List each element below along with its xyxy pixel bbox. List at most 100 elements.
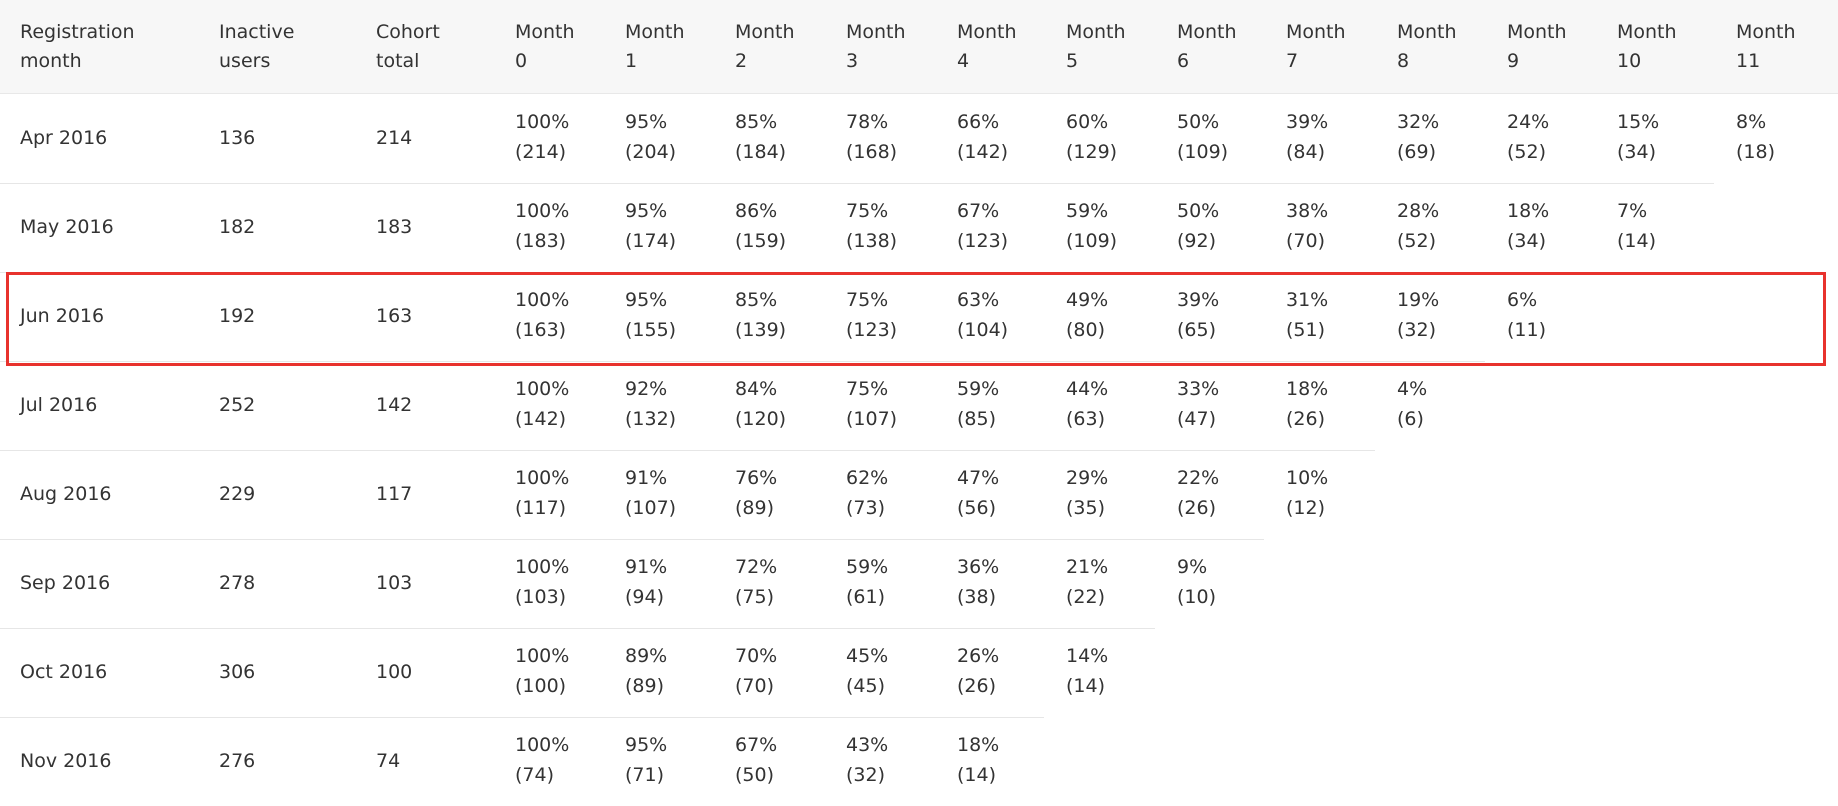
retained-count: (14) (957, 764, 997, 786)
cohort-total: 214 (376, 127, 413, 149)
retained-count: (142) (515, 408, 567, 430)
retained-count: (10) (1177, 586, 1217, 608)
retention-percent: 95% (625, 111, 668, 133)
retention-percent: 15% (1617, 111, 1660, 133)
retained-count: (34) (1507, 230, 1547, 252)
retained-count: (204) (625, 141, 677, 163)
retained-count: (123) (957, 230, 1009, 252)
retention-percent: 32% (1397, 111, 1440, 133)
retained-count: (65) (1177, 319, 1217, 341)
column-header: Month 4 (957, 21, 1017, 72)
column-header: Cohort total (376, 21, 440, 72)
cohort-total: 142 (376, 394, 413, 416)
retained-count: (70) (1286, 230, 1326, 252)
retained-count: (107) (625, 497, 677, 519)
inactive-users: 182 (219, 216, 256, 238)
retained-count: (109) (1177, 141, 1229, 163)
row-divider (0, 450, 1375, 451)
retention-percent: 36% (957, 556, 1000, 578)
row-divider (0, 361, 1485, 362)
retained-count: (159) (735, 230, 787, 252)
retention-percent: 59% (846, 556, 889, 578)
retained-count: (168) (846, 141, 898, 163)
retention-percent: 67% (735, 734, 778, 756)
column-header: Month 9 (1507, 21, 1567, 72)
retained-count: (155) (625, 319, 677, 341)
retained-count: (85) (957, 408, 997, 430)
retained-count: (109) (1066, 230, 1118, 252)
registration-month: Jul 2016 (20, 394, 98, 416)
column-header: Registration month (20, 21, 135, 72)
retention-percent: 100% (515, 467, 570, 489)
retained-count: (132) (625, 408, 677, 430)
retention-percent: 63% (957, 289, 1000, 311)
retention-percent: 39% (1286, 111, 1329, 133)
retention-percent: 72% (735, 556, 778, 578)
retained-count: (100) (515, 675, 567, 697)
column-header: Month 8 (1397, 21, 1457, 72)
retained-count: (6) (1397, 408, 1424, 430)
row-divider (0, 717, 1044, 718)
retained-count: (84) (1286, 141, 1326, 163)
column-header: Month 5 (1066, 21, 1126, 72)
cohort-total: 183 (376, 216, 413, 238)
retained-count: (32) (846, 764, 886, 786)
retention-percent: 100% (515, 378, 570, 400)
retention-percent: 22% (1177, 467, 1220, 489)
retention-percent: 44% (1066, 378, 1109, 400)
retained-count: (50) (735, 764, 775, 786)
retention-percent: 100% (515, 200, 570, 222)
retention-percent: 85% (735, 111, 778, 133)
retention-percent: 91% (625, 467, 668, 489)
retained-count: (47) (1177, 408, 1217, 430)
retention-percent: 100% (515, 111, 570, 133)
retention-percent: 21% (1066, 556, 1109, 578)
retained-count: (104) (957, 319, 1009, 341)
retention-percent: 75% (846, 200, 889, 222)
retained-count: (103) (515, 586, 567, 608)
retention-percent: 86% (735, 200, 778, 222)
retention-percent: 84% (735, 378, 778, 400)
retained-count: (70) (735, 675, 775, 697)
row-divider (0, 628, 1155, 629)
cohort-total: 100 (376, 661, 413, 683)
column-header: Month 1 (625, 21, 685, 72)
retention-percent: 95% (625, 734, 668, 756)
column-header: Month 11 (1736, 21, 1796, 72)
retained-count: (214) (515, 141, 567, 163)
retention-percent: 100% (515, 734, 570, 756)
retained-count: (71) (625, 764, 665, 786)
retained-count: (89) (625, 675, 665, 697)
retention-percent: 75% (846, 289, 889, 311)
retained-count: (22) (1066, 586, 1106, 608)
retained-count: (142) (957, 141, 1009, 163)
retention-percent: 45% (846, 645, 889, 667)
retained-count: (120) (735, 408, 787, 430)
retained-count: (32) (1397, 319, 1437, 341)
retention-percent: 19% (1397, 289, 1440, 311)
column-header: Month 0 (515, 21, 575, 72)
retained-count: (52) (1397, 230, 1437, 252)
inactive-users: 278 (219, 572, 256, 594)
retained-count: (92) (1177, 230, 1217, 252)
inactive-users: 306 (219, 661, 256, 683)
retained-count: (35) (1066, 497, 1106, 519)
retention-percent: 10% (1286, 467, 1329, 489)
inactive-users: 136 (219, 127, 256, 149)
retention-percent: 92% (625, 378, 668, 400)
retained-count: (75) (735, 586, 775, 608)
retained-count: (26) (1177, 497, 1217, 519)
retained-count: (52) (1507, 141, 1547, 163)
retained-count: (26) (957, 675, 997, 697)
retention-percent: 26% (957, 645, 1000, 667)
registration-month: May 2016 (20, 216, 114, 238)
retained-count: (74) (515, 764, 555, 786)
column-header: Month 7 (1286, 21, 1346, 72)
retained-count: (107) (846, 408, 898, 430)
retention-percent: 91% (625, 556, 668, 578)
retention-percent: 60% (1066, 111, 1109, 133)
retention-percent: 85% (735, 289, 778, 311)
retention-percent: 29% (1066, 467, 1109, 489)
retained-count: (12) (1286, 497, 1326, 519)
